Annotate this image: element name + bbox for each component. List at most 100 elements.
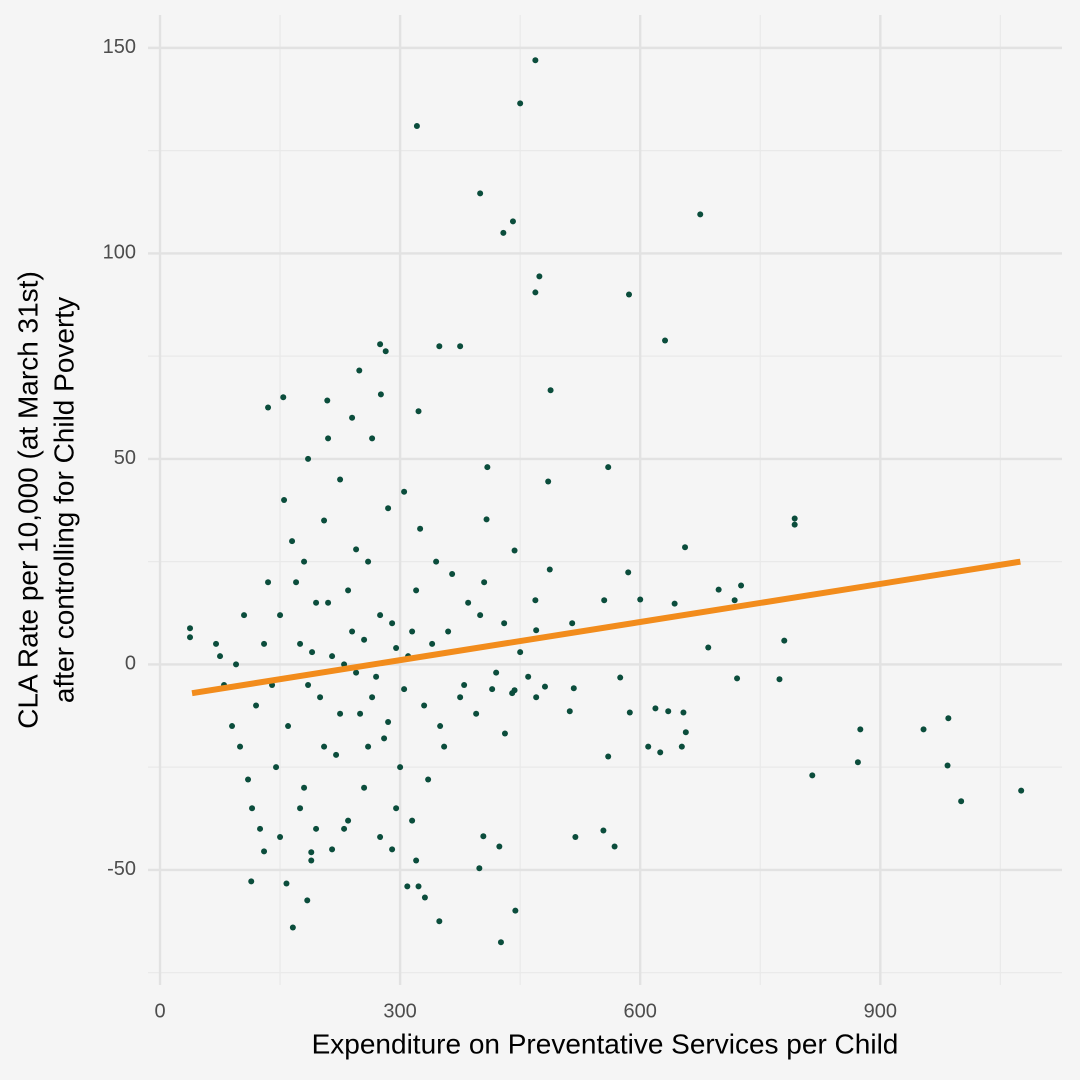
point <box>285 723 292 730</box>
point <box>857 726 864 733</box>
point <box>273 764 280 771</box>
point <box>791 521 798 528</box>
y-tick-label: 0 <box>125 653 136 675</box>
point <box>645 743 652 750</box>
point <box>329 846 336 853</box>
point <box>365 558 372 565</box>
point <box>532 597 539 604</box>
point <box>385 505 392 512</box>
point <box>665 708 672 715</box>
point <box>484 464 491 471</box>
point <box>781 637 788 644</box>
point <box>213 640 220 647</box>
point <box>476 865 483 872</box>
point <box>253 702 260 709</box>
point <box>536 273 543 280</box>
point <box>697 211 704 218</box>
point <box>678 743 685 750</box>
point <box>229 723 236 730</box>
point <box>461 681 468 688</box>
point <box>517 649 524 656</box>
point <box>413 122 420 129</box>
point <box>297 640 304 647</box>
point <box>233 661 240 668</box>
point <box>373 673 380 680</box>
point <box>944 762 951 769</box>
point <box>413 587 420 594</box>
point <box>356 367 363 374</box>
point <box>497 939 504 946</box>
point <box>304 897 311 904</box>
point <box>377 834 384 841</box>
point <box>277 612 284 619</box>
point <box>333 751 340 758</box>
point <box>341 825 348 832</box>
point <box>496 843 503 850</box>
point <box>809 772 816 779</box>
point <box>401 488 408 495</box>
point <box>345 817 352 824</box>
point <box>532 57 539 64</box>
x-tick-label: 0 <box>154 1000 165 1022</box>
point <box>382 348 389 355</box>
point <box>473 710 480 717</box>
point <box>353 546 360 553</box>
point <box>481 579 488 586</box>
point <box>545 478 552 485</box>
y-tick-label: 50 <box>114 447 136 469</box>
point <box>313 825 320 832</box>
point <box>477 190 484 197</box>
point <box>445 628 452 635</box>
point <box>377 391 384 398</box>
point <box>511 547 518 554</box>
point <box>625 569 632 576</box>
point <box>293 579 300 586</box>
point <box>415 883 422 890</box>
point <box>509 690 516 697</box>
point <box>611 843 618 850</box>
y-tick-label: 150 <box>103 36 136 58</box>
point <box>436 343 443 350</box>
point <box>421 702 428 709</box>
point <box>409 628 416 635</box>
point <box>566 708 573 715</box>
point <box>377 612 384 619</box>
point <box>533 627 540 634</box>
point <box>308 849 315 856</box>
point <box>533 694 540 701</box>
point <box>705 644 712 651</box>
point <box>324 397 331 404</box>
point <box>570 685 577 692</box>
x-tick-label: 300 <box>383 1000 416 1022</box>
point <box>361 784 368 791</box>
point <box>249 805 256 812</box>
point <box>349 628 356 635</box>
point <box>525 673 532 680</box>
point <box>449 570 456 577</box>
point <box>652 705 659 712</box>
point <box>417 525 424 532</box>
point <box>605 464 612 471</box>
point <box>671 600 678 607</box>
point <box>308 857 315 864</box>
point <box>261 848 268 855</box>
point <box>297 805 304 812</box>
x-tick-label: 600 <box>624 1000 657 1022</box>
point <box>329 653 336 660</box>
point <box>245 776 252 783</box>
point <box>421 894 428 901</box>
point <box>377 341 384 348</box>
point <box>305 455 312 462</box>
point <box>317 694 324 701</box>
point <box>715 586 722 593</box>
point <box>600 827 607 834</box>
point <box>920 726 927 733</box>
point <box>257 825 264 832</box>
point <box>457 694 464 701</box>
point <box>509 218 516 225</box>
point <box>187 625 194 632</box>
point <box>369 694 376 701</box>
point <box>626 709 633 716</box>
point <box>512 907 519 914</box>
point <box>248 878 255 885</box>
